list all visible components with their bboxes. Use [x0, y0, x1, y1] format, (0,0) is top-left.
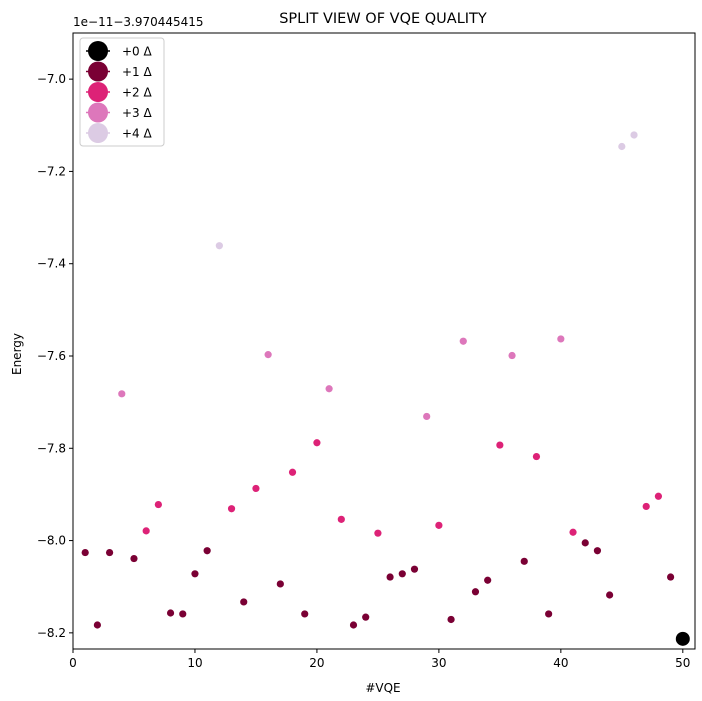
data-point-series-1	[301, 610, 309, 618]
data-point-series-1	[240, 598, 248, 606]
data-point-series-3	[557, 335, 565, 343]
data-point-series-1	[130, 554, 138, 563]
data-point-series-2	[313, 439, 321, 447]
data-point-series-2	[288, 468, 297, 476]
legend-marker	[88, 41, 108, 61]
legend-label: +3 Δ	[122, 106, 153, 120]
data-point-series-2	[435, 521, 443, 529]
data-point-series-0	[675, 631, 690, 646]
data-point-series-1	[81, 548, 89, 557]
data-point-series-3	[508, 351, 516, 360]
data-point-series-1	[410, 565, 419, 573]
data-point-series-1	[447, 615, 455, 624]
data-point-series-3	[325, 385, 333, 393]
x-tick-label: 10	[187, 656, 202, 670]
legend-marker	[88, 61, 108, 82]
x-tick-label: 0	[69, 656, 77, 670]
legend-label: +1 Δ	[122, 65, 153, 79]
data-point-series-2	[154, 500, 162, 509]
legend-label: +4 Δ	[122, 127, 153, 141]
y-tick-label: −7.2	[37, 164, 66, 178]
axis-offset-label: 1e−11−3.970445415	[73, 15, 204, 29]
data-point-series-1	[398, 570, 406, 578]
data-point-series-1	[362, 613, 370, 621]
y-axis-label: Energy	[10, 333, 24, 375]
axes: 0 10 20 30 40 50 −7.0 −7.2 −7.4 −7.6 −7.8 −8.0 −8.2	[37, 32, 696, 670]
data-point-series-2	[374, 529, 382, 537]
y-tick-label: −7.4	[37, 257, 66, 271]
y-tick-label: −8.2	[37, 626, 66, 640]
data-point-series-1	[166, 609, 175, 617]
legend-label: +0 Δ	[122, 45, 153, 59]
axes-frame	[72, 32, 696, 650]
data-point-series-1	[667, 573, 675, 581]
data-point-series-3	[423, 412, 431, 421]
data-point-series-4	[630, 131, 638, 139]
data-point-series-3	[264, 351, 272, 359]
data-point-series-1	[484, 576, 492, 584]
data-point-series-1	[93, 621, 101, 629]
x-tick-label: 50	[675, 656, 690, 670]
data-point-series-2	[142, 527, 150, 535]
data-point-series-1	[520, 557, 528, 565]
legend: +0 Δ +1 Δ +2 Δ +3 Δ +4 Δ	[79, 37, 165, 147]
data-point-series-1	[471, 588, 480, 596]
data-point-series-1	[105, 548, 114, 557]
data-point-series-1	[386, 573, 394, 581]
legend-marker	[88, 123, 108, 143]
legend-marker	[88, 102, 108, 123]
data-point-series-2	[654, 492, 663, 500]
data-point-series-1	[606, 591, 614, 599]
legend-label: +2 Δ	[122, 86, 153, 100]
data-point-series-1	[203, 547, 211, 555]
data-point-series-2	[227, 505, 236, 513]
data-point-series-1	[191, 570, 199, 578]
x-tick-label: 20	[309, 656, 324, 670]
y-tick-label: −7.8	[37, 441, 66, 455]
y-tick-label: −7.0	[37, 72, 66, 86]
data-point-series-3	[459, 337, 467, 345]
data-point-series-2	[496, 441, 504, 449]
data-point-series-1	[581, 539, 589, 547]
x-tick-label: 30	[431, 656, 446, 670]
data-point-series-2	[532, 452, 541, 461]
legend-marker	[88, 82, 108, 102]
data-point-series-2	[642, 502, 650, 511]
data-point-series-4	[215, 242, 223, 250]
data-point-series-1	[593, 547, 602, 555]
data-point-series-1	[276, 580, 284, 588]
data-point-series-1	[179, 610, 187, 618]
data-point-series-1	[349, 621, 358, 629]
data-point-series-4	[618, 142, 626, 151]
data-point-series-3	[118, 390, 126, 398]
data-point-series-2	[252, 484, 260, 493]
chart-title: SPLIT VIEW OF VQE QUALITY	[279, 11, 487, 27]
data-point-series-1	[545, 610, 553, 618]
data-point-series-2	[337, 515, 345, 523]
y-tick-label: −7.6	[37, 349, 66, 363]
x-tick-label: 40	[553, 656, 568, 670]
x-axis-label: #VQE	[365, 681, 400, 695]
data-point-series-2	[569, 528, 577, 536]
y-tick-label: −8.0	[37, 534, 66, 548]
plot-area	[81, 131, 690, 646]
